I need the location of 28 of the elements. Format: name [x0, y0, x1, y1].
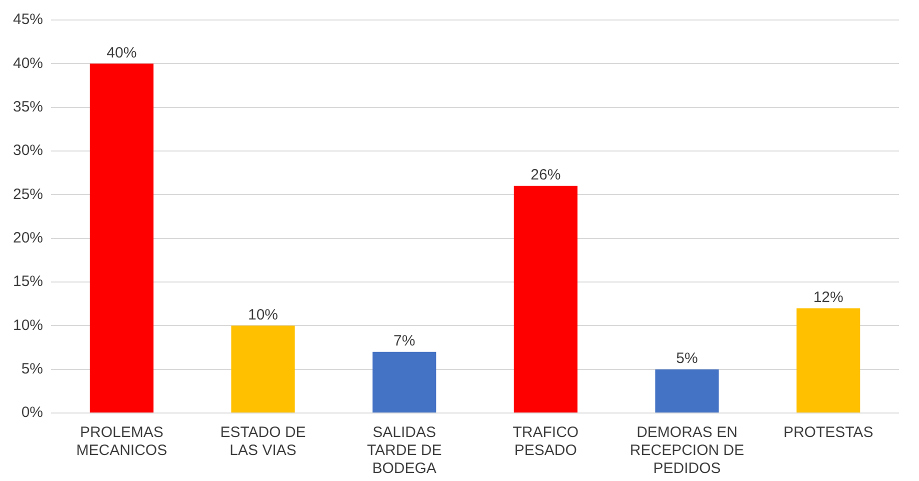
bar	[90, 64, 154, 412]
x-tick-label: PROTESTAS	[783, 424, 874, 442]
y-tick-label: 0%	[21, 404, 44, 422]
x-tick-label: DEMORAS EN RECEPCION DE PEDIDOS	[630, 424, 744, 478]
x-tick-label: TRAFICO PESADO	[512, 424, 579, 460]
y-tick-label: 5%	[21, 360, 44, 378]
data-label: 7%	[394, 332, 416, 350]
y-tick-label: 10%	[12, 316, 44, 334]
y-tick-label: 15%	[12, 273, 44, 290]
bar	[372, 352, 436, 412]
data-label: 26%	[530, 166, 561, 184]
bar	[514, 186, 578, 412]
data-label: 5%	[676, 350, 698, 367]
data-label: 12%	[813, 288, 844, 306]
bar	[655, 369, 719, 412]
y-tick-label: 25%	[12, 186, 44, 203]
data-label: 40%	[106, 44, 137, 62]
y-tick-label: 40%	[12, 54, 44, 72]
x-tick-label: ESTADO DE LAS VIAS	[220, 424, 306, 460]
y-tick-label: 35%	[12, 98, 44, 116]
bar	[231, 326, 295, 412]
y-tick-label: 45%	[12, 11, 44, 28]
y-tick-label: 20%	[12, 229, 44, 246]
y-tick-label: 30%	[12, 142, 44, 160]
data-label: 10%	[248, 306, 278, 324]
bar	[796, 308, 860, 412]
x-tick-label: PROLEMAS MECANICOS	[76, 424, 168, 460]
x-tick-label: SALIDAS TARDE DE BODEGA	[366, 424, 442, 478]
